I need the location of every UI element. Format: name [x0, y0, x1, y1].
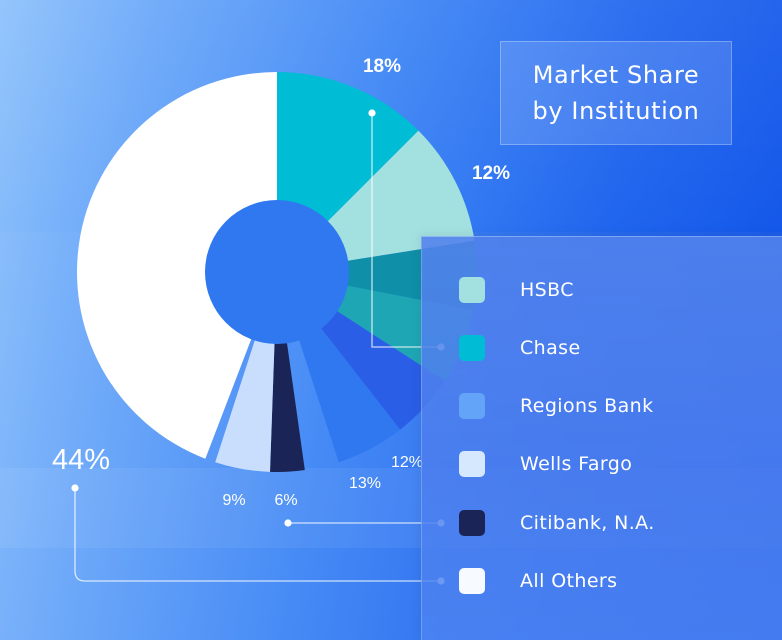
- connector-all-others: [74, 488, 441, 582]
- legend-swatch-wells-fargo: [459, 451, 485, 477]
- data-label-thirteen-percent: 13%: [349, 475, 381, 492]
- donut-center: [205, 200, 349, 344]
- connector-dot-citibank-start: [284, 519, 292, 527]
- connector-dot-chase-start: [368, 109, 376, 117]
- legend-swatch-hsbc: [459, 277, 485, 303]
- chart-title: Market Share by Institution: [533, 57, 700, 129]
- connector-dot-all-others-start: [71, 484, 79, 492]
- data-label-wells-fargo: 9%: [222, 492, 245, 509]
- legend-label-chase: Chase: [520, 337, 581, 359]
- data-label-regions-bank: 12%: [391, 454, 423, 471]
- legend-swatch-citibank: [459, 510, 485, 536]
- legend-item-citibank: Citibank, N.A.: [459, 509, 655, 537]
- legend-item-wells-fargo: Wells Fargo: [459, 450, 632, 478]
- legend-item-all-others: All Others: [459, 567, 617, 595]
- data-labels: 18% 12% 12% 13% 9% 6% 44%: [52, 56, 510, 509]
- legend-label-citibank: Citibank, N.A.: [520, 512, 655, 534]
- slice-all-others: [76, 72, 277, 459]
- legend-swatch-all-others: [459, 568, 485, 594]
- data-label-chase: 18%: [363, 56, 401, 77]
- legend-swatch-regions-bank: [459, 393, 485, 419]
- legend-item-hsbc: HSBC: [459, 276, 574, 304]
- connector-chase: [371, 113, 441, 348]
- legend-label-hsbc: HSBC: [520, 279, 574, 301]
- legend-item-regions-bank: Regions Bank: [459, 392, 654, 420]
- data-label-hsbc: 12%: [472, 163, 510, 184]
- legend-panel: HSBC Chase Regions Bank Wells Fargo Citi…: [421, 236, 782, 640]
- legend-item-chase: Chase: [459, 334, 581, 362]
- data-label-all-others: 44%: [52, 444, 110, 476]
- legend-label-all-others: All Others: [520, 570, 618, 592]
- legend-label-wells-fargo: Wells Fargo: [520, 453, 633, 475]
- chart-title-line-1: Market Share: [532, 61, 700, 89]
- legend-swatch-chase: [459, 335, 485, 361]
- legend-label-regions-bank: Regions Bank: [520, 395, 654, 417]
- chart-title-line-2: by Institution: [532, 97, 700, 125]
- data-label-citibank: 6%: [274, 492, 297, 509]
- chart-title-box: Market Share by Institution: [500, 41, 732, 145]
